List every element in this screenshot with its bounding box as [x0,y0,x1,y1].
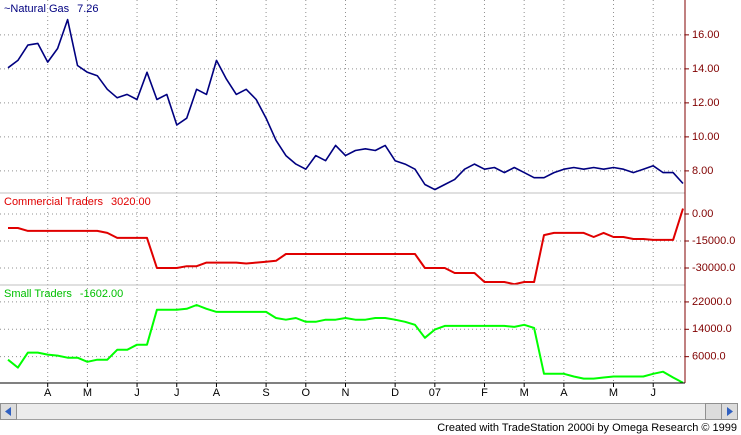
y-tick-label: -30000.0 [692,262,735,274]
footer: Created with TradeStation 2000i by Omega… [437,422,737,434]
x-tick-label: D [391,387,399,399]
last-value: 7.26 [77,3,98,15]
scroll-thumb[interactable] [705,403,722,420]
x-tick-label: A [44,387,52,399]
last-value: -1602.00 [80,288,123,300]
pane-title: ~Natural Gas 7.26 [4,3,99,15]
series-name: ~Natural Gas [4,3,70,15]
x-tick-label: M [520,387,529,399]
y-tick-label: 22000.0 [692,296,732,308]
x-tick-label: M [83,387,92,399]
y-tick-label: 12.00 [692,97,720,109]
x-tick-label: O [302,387,311,399]
pane-title: Commercial Traders 3020.00 [4,196,151,208]
x-tick-label: N [342,387,350,399]
scroll-left-arrow [5,407,11,416]
x-tick-label: J [650,387,656,399]
series-line [7,304,684,384]
y-tick-label: -15000.0 [692,235,735,247]
y-tick-label: 16.00 [692,29,720,41]
x-tick-label: J [134,387,140,399]
y-tick-label: 10.00 [692,131,720,143]
y-tick-label: 14.00 [692,63,720,75]
x-tick-label: A [560,387,568,399]
x-tick-label: 07 [429,387,441,399]
scroll-right-arrow [727,407,733,416]
x-tick-label: J [174,387,180,399]
pane-title: Small Traders -1602.00 [4,288,123,300]
x-tick-label: M [609,387,618,399]
scroll-track[interactable] [0,403,738,420]
last-value: 3020.00 [111,196,151,208]
series-line [7,18,684,191]
y-tick-label: 6000.0 [692,351,726,363]
series-line [8,208,684,286]
series-name: Small Traders [4,288,72,300]
x-tick-label: A [213,387,221,399]
scrollbar[interactable] [0,403,738,420]
y-tick-label: 14000.0 [692,323,732,335]
x-tick-label: S [262,387,269,399]
y-tick-label: 0.00 [692,208,713,220]
series-name: Commercial Traders [4,196,104,208]
y-tick-label: 8.00 [692,165,713,177]
x-tick-label: F [481,387,488,399]
